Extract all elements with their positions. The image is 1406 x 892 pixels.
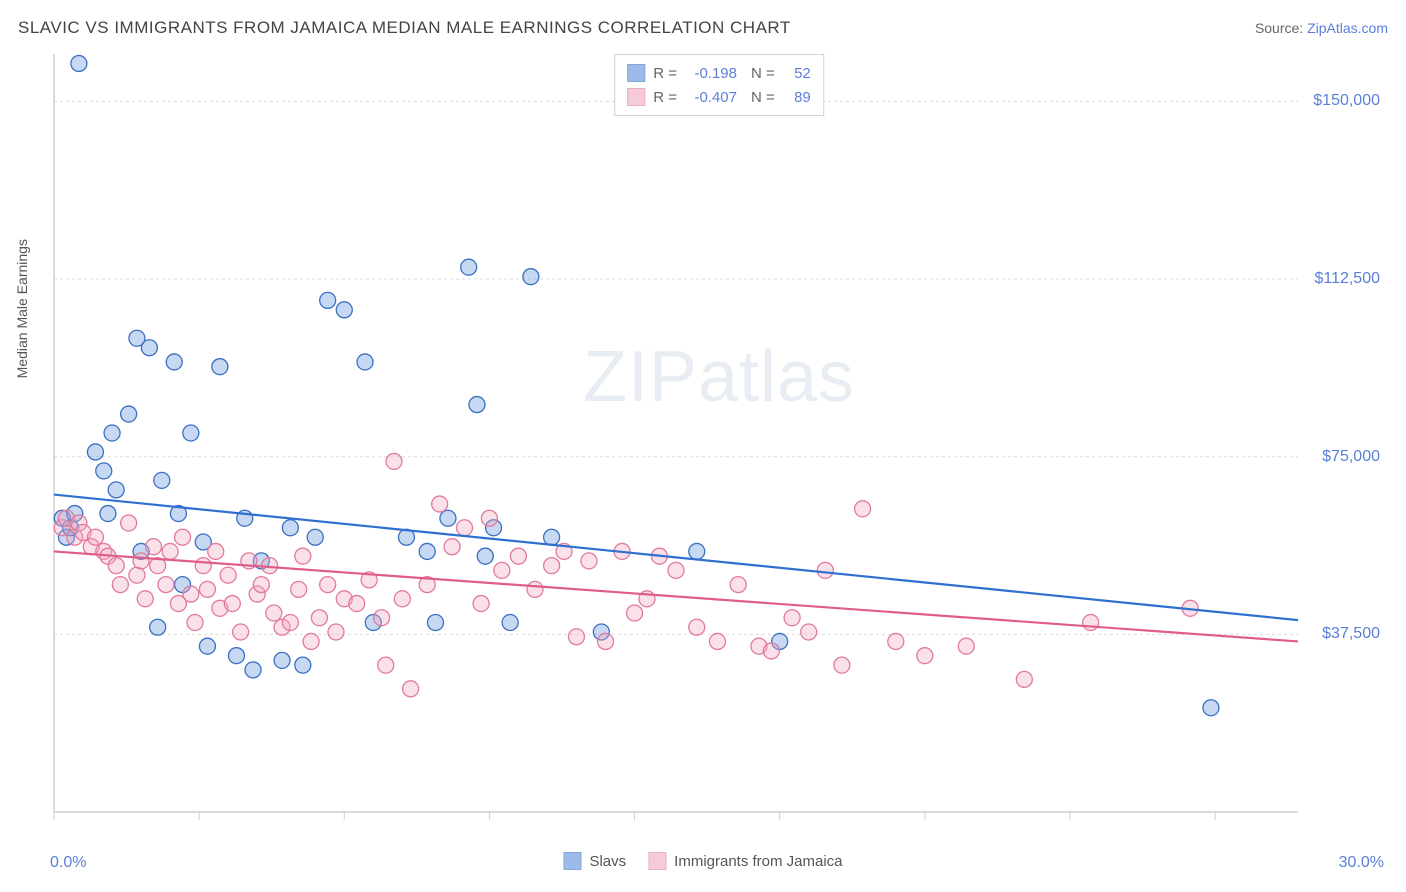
stats-row: R = -0.198 N = 52 bbox=[627, 61, 811, 85]
x-axis-max-label: 30.0% bbox=[1339, 854, 1384, 872]
n-value: 52 bbox=[783, 65, 811, 82]
series-legend: Slavs Immigrants from Jamaica bbox=[563, 852, 842, 870]
scatter-plot bbox=[50, 48, 1388, 832]
series-swatch bbox=[627, 88, 645, 106]
n-value: 89 bbox=[783, 89, 811, 106]
r-value: -0.198 bbox=[685, 65, 737, 82]
correlation-stats-box: R = -0.198 N = 52 R = -0.407 N = 89 bbox=[614, 54, 824, 116]
r-label: R = bbox=[653, 89, 677, 106]
legend-item: Immigrants from Jamaica bbox=[648, 852, 842, 870]
chart-title: SLAVIC VS IMMIGRANTS FROM JAMAICA MEDIAN… bbox=[18, 18, 791, 38]
chart-header: SLAVIC VS IMMIGRANTS FROM JAMAICA MEDIAN… bbox=[18, 18, 1388, 38]
y-axis-tick-label: $112,500 bbox=[1314, 270, 1380, 288]
source-prefix: Source: bbox=[1255, 20, 1307, 36]
y-axis-label: Median Male Earnings bbox=[14, 239, 30, 378]
y-axis-tick-label: $37,500 bbox=[1322, 625, 1380, 643]
legend-swatch bbox=[563, 852, 581, 870]
y-axis-tick-label: $150,000 bbox=[1313, 92, 1380, 110]
source-link[interactable]: ZipAtlas.com bbox=[1307, 20, 1388, 36]
n-label: N = bbox=[751, 65, 775, 82]
source-attribution: Source: ZipAtlas.com bbox=[1255, 20, 1388, 36]
legend-item: Slavs bbox=[563, 852, 626, 870]
r-label: R = bbox=[653, 65, 677, 82]
r-value: -0.407 bbox=[685, 89, 737, 106]
x-axis-min-label: 0.0% bbox=[50, 854, 86, 872]
chart-area: Median Male Earnings ZIPatlas R = -0.198… bbox=[50, 48, 1388, 832]
n-label: N = bbox=[751, 89, 775, 106]
stats-row: R = -0.407 N = 89 bbox=[627, 85, 811, 109]
legend-swatch bbox=[648, 852, 666, 870]
legend-label: Immigrants from Jamaica bbox=[674, 853, 842, 870]
y-axis-tick-label: $75,000 bbox=[1322, 448, 1380, 466]
series-swatch bbox=[627, 64, 645, 82]
legend-label: Slavs bbox=[589, 853, 626, 870]
